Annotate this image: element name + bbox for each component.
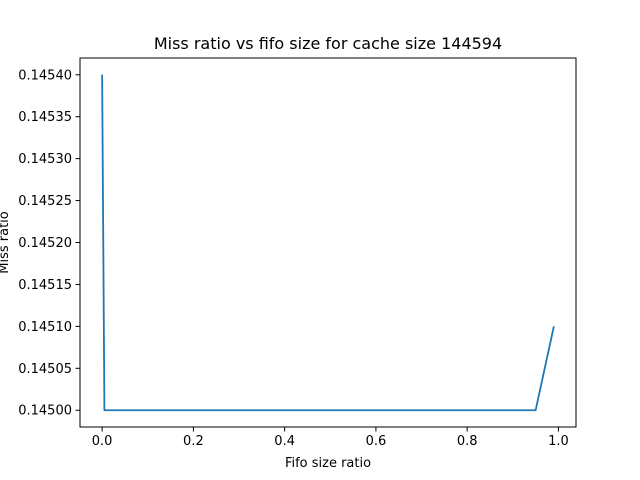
x-tick-label: 1.0: [548, 434, 569, 449]
plot-area: [101, 74, 555, 412]
y-tick-label: 0.14510: [18, 320, 72, 335]
chart-title: Miss ratio vs fifo size for cache size 1…: [154, 34, 502, 53]
y-tick-label: 0.14505: [18, 362, 72, 377]
y-tick-label: 0.14500: [18, 404, 72, 419]
series-line: [101, 74, 555, 412]
y-tick-label: 0.14535: [18, 110, 72, 125]
y-tick-label: 0.14515: [18, 278, 72, 293]
x-axis-ticks: 0.0 0.2 0.4 0.6 0.8 1.0: [92, 427, 569, 449]
plot-frame: [79, 57, 577, 428]
x-tick-label: 0.4: [274, 434, 295, 449]
x-tick-label: 0.6: [366, 434, 387, 449]
x-axis-label: Fifo size ratio: [285, 456, 371, 471]
y-axis-ticks: 0.14500 0.14505 0.14510 0.14515 0.14520 0.145…: [18, 68, 80, 419]
y-tick-label: 0.14530: [18, 152, 72, 167]
y-tick-label: 0.14525: [18, 194, 72, 209]
y-tick-label: 0.14520: [18, 236, 72, 251]
x-tick-label: 0.2: [183, 434, 204, 449]
x-tick-label: 0.0: [92, 434, 113, 449]
y-axis-label: Miss ratio: [0, 211, 12, 274]
y-tick-label: 0.14540: [18, 68, 72, 83]
x-tick-label: 0.8: [457, 434, 478, 449]
